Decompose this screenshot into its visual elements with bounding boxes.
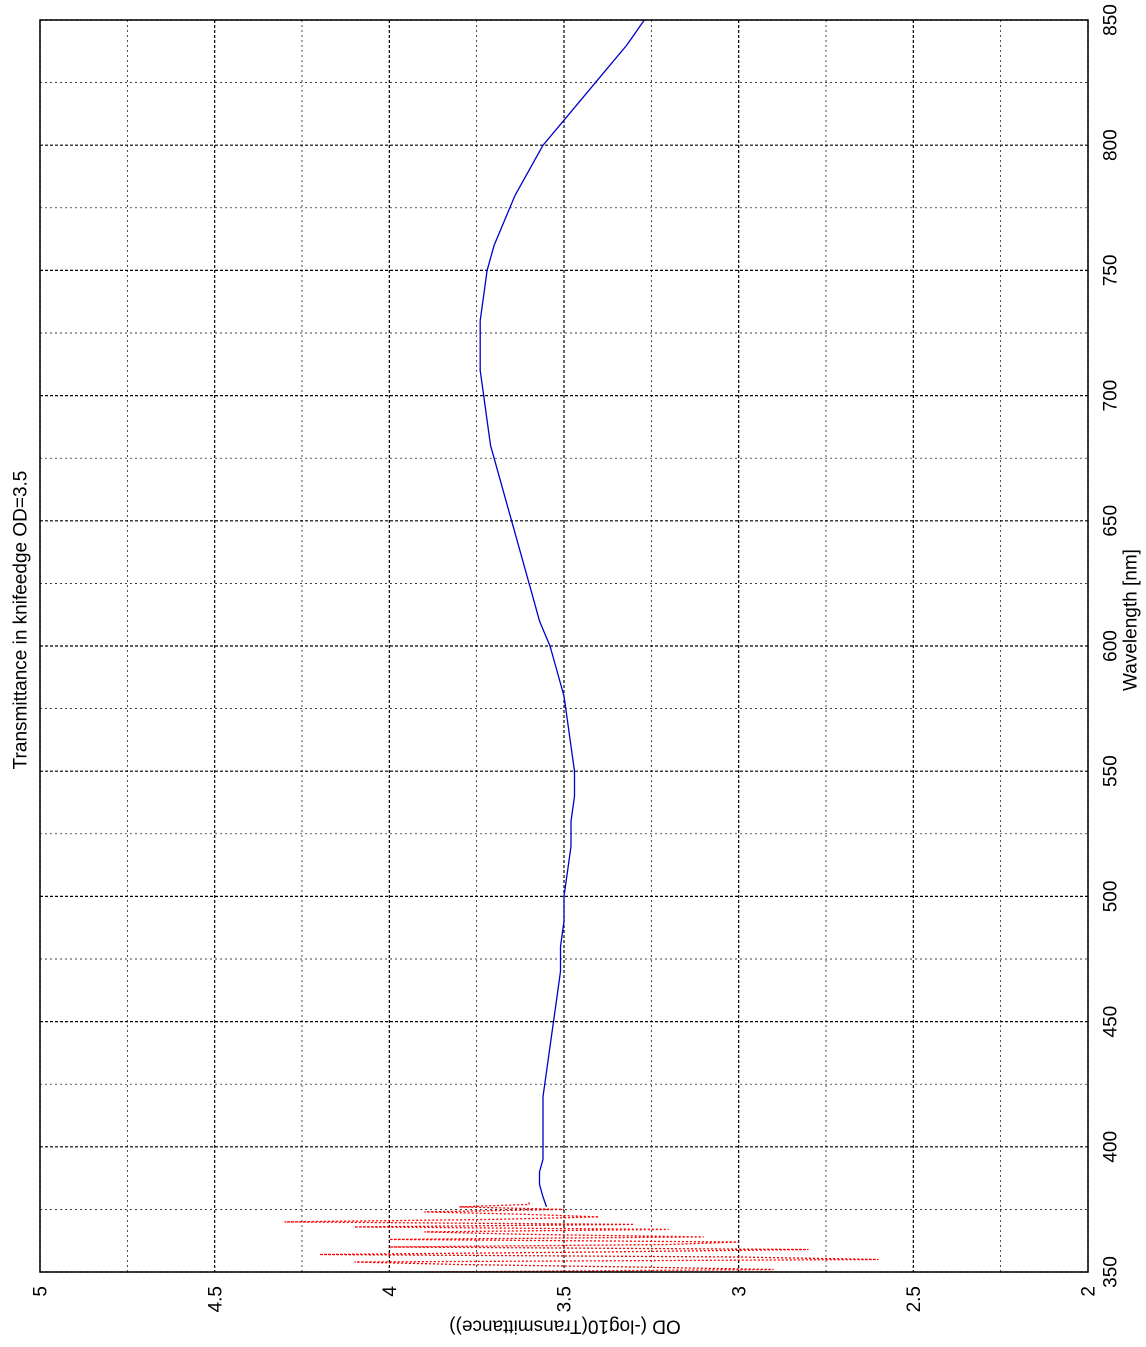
x-tick-label: 450 [1101,1006,1122,1038]
y-axis-label: OD (-log10(Transmittance)) [449,1315,681,1336]
x-tick-label: 400 [1101,1131,1122,1163]
noisy-od-series [284,1201,879,1273]
x-tick-label: 750 [1101,255,1122,287]
data-series [284,19,879,1273]
y-tick-label: 2 [1079,1286,1100,1297]
x-tick-label: 350 [1101,1256,1122,1288]
x-tick-label: 600 [1101,630,1122,662]
plot-frame [39,19,1089,1273]
x-tick-label: 800 [1101,129,1122,161]
y-tick-label: 3 [729,1286,750,1297]
x-tick-label: 500 [1101,881,1122,913]
y-tick-label: 4 [380,1286,401,1297]
x-tick-label: 850 [1101,4,1122,36]
y-tick-label: 5 [31,1286,52,1297]
grid-lines [39,19,1089,1273]
x-axis-label: Wavelength [nm] [1121,549,1142,691]
y-tick-label: 4.5 [205,1286,226,1312]
x-tick-label: 700 [1101,380,1122,412]
x-tick-label: 650 [1101,505,1122,537]
x-tick-label: 550 [1101,755,1122,787]
chart-title: Transmittance in knifeedge OD=3.5 [11,471,32,770]
measured-od-series [479,19,645,1208]
y-tick-label: 3.5 [555,1286,576,1312]
tick-labels: 350 400 450 500 550 600 650 700 750 800 850 2 2.5 3 3.… [31,4,1122,1312]
y-tick-label: 2.5 [904,1286,925,1312]
